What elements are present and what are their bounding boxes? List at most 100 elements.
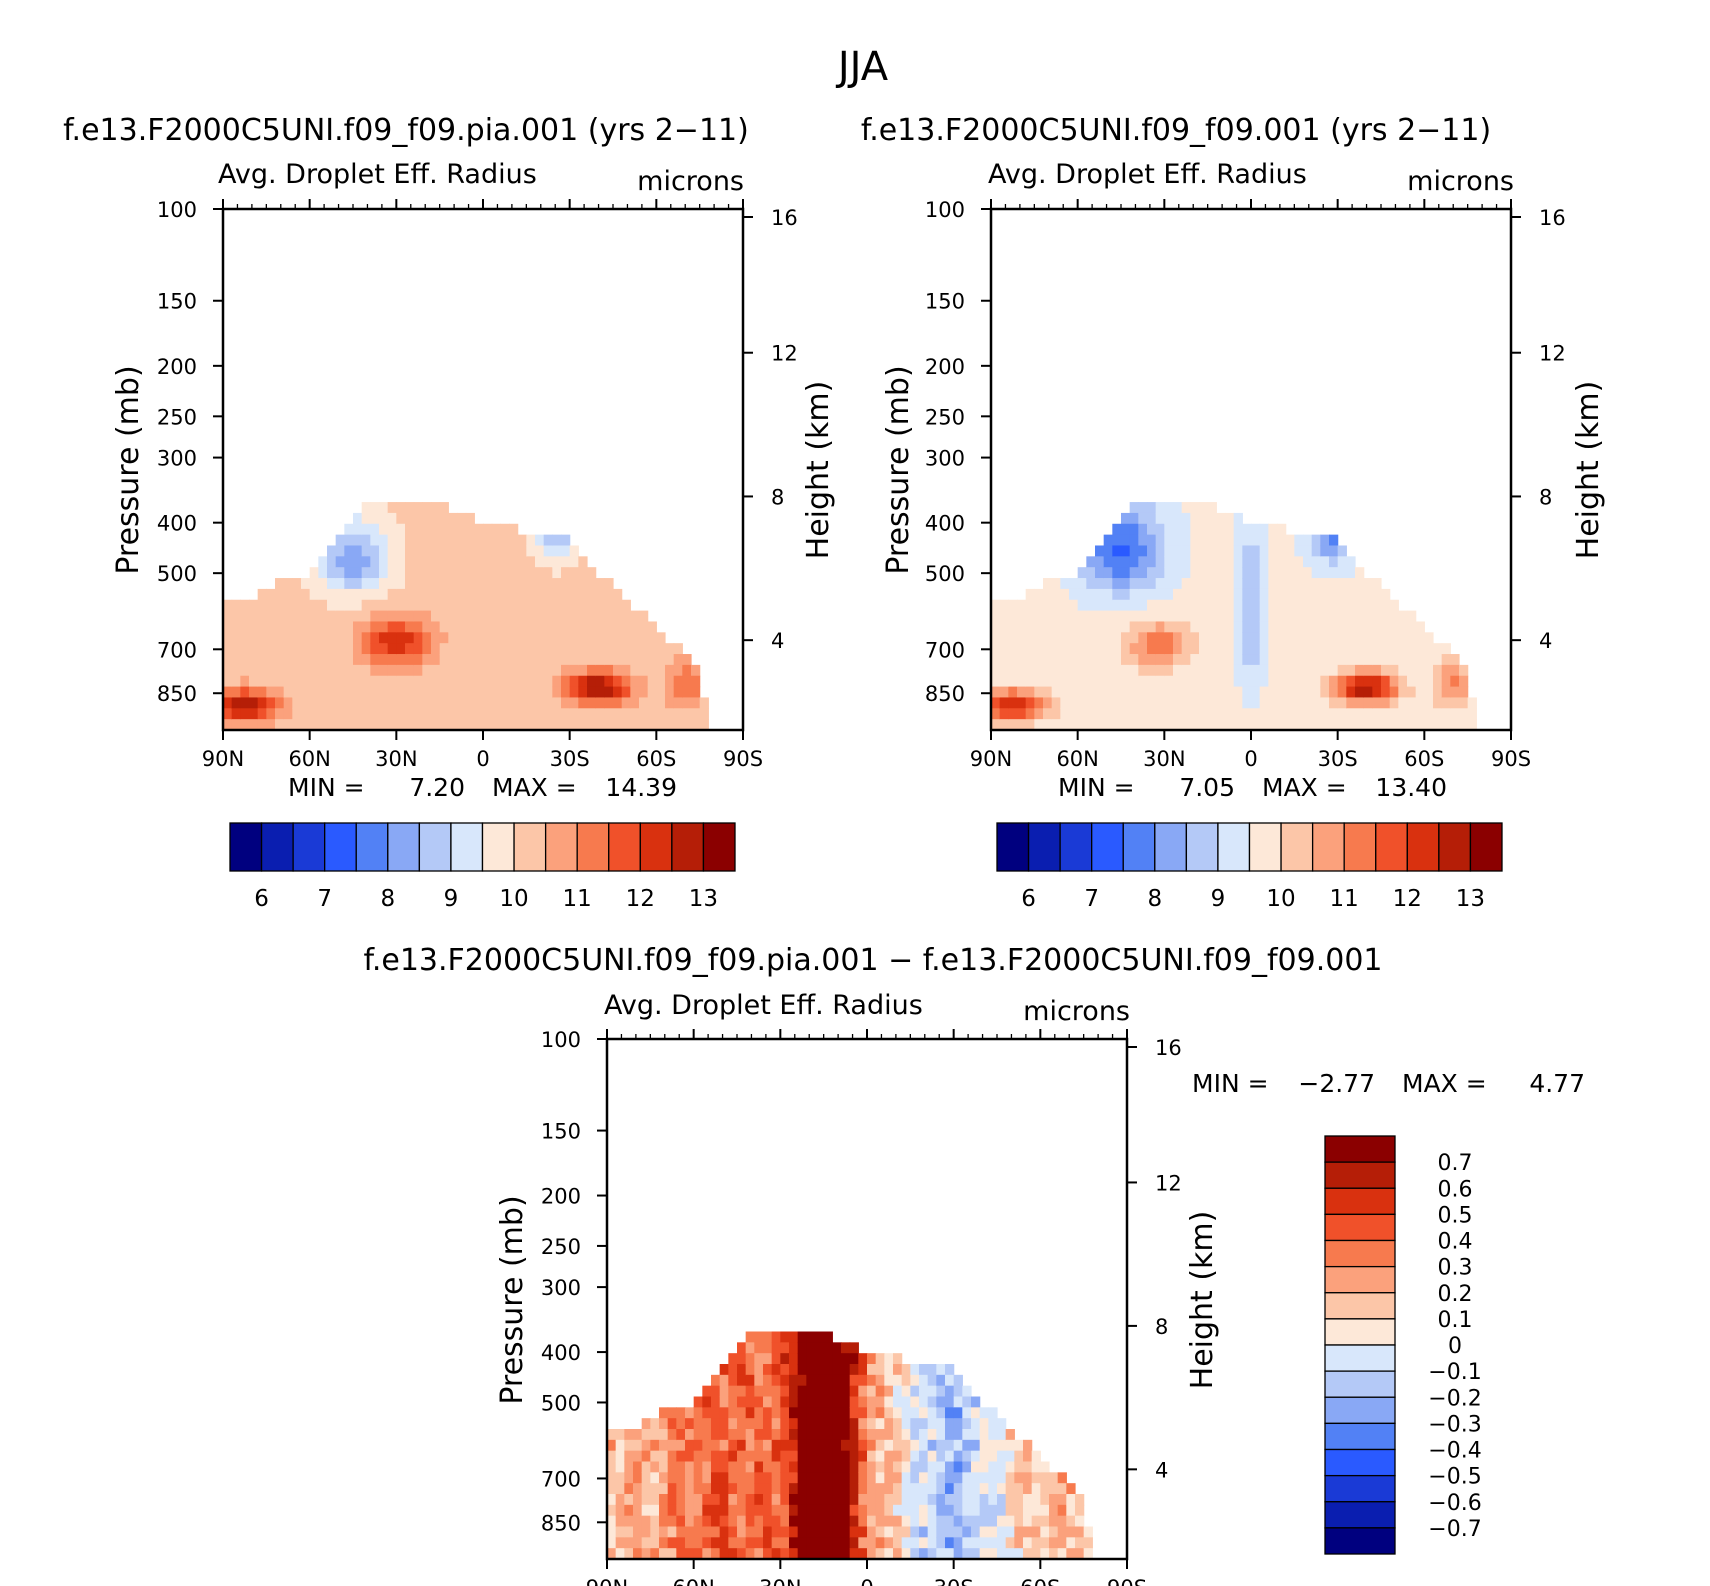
colorbar-swatch bbox=[1027, 822, 1061, 872]
contour-cell bbox=[919, 1515, 929, 1528]
y2-tick-label: 8 bbox=[771, 485, 784, 509]
contour-cell bbox=[771, 1472, 781, 1484]
contour-cell bbox=[561, 534, 571, 547]
contour-cell bbox=[841, 1526, 851, 1538]
contour-cell bbox=[685, 1515, 695, 1528]
contour-cell bbox=[1008, 686, 1018, 699]
x-tick-label: 60S bbox=[636, 747, 676, 771]
contour-cell bbox=[1259, 654, 1269, 666]
contour-cell bbox=[702, 1450, 712, 1463]
contour-cell bbox=[823, 1450, 833, 1463]
contour-cell bbox=[431, 556, 441, 568]
contour-cell bbox=[1164, 523, 1174, 536]
contour-cell bbox=[893, 1450, 903, 1463]
contour-cell bbox=[1034, 675, 1044, 688]
contour-cell bbox=[893, 1526, 903, 1538]
contour-cell bbox=[997, 1461, 1007, 1473]
contour-cell bbox=[1147, 697, 1157, 709]
colorbar-label: 0.6 bbox=[1438, 1177, 1473, 1202]
contour-cell bbox=[927, 1494, 937, 1506]
contour-cell bbox=[1242, 599, 1252, 612]
contour-cell bbox=[1398, 719, 1408, 731]
contour-cell bbox=[370, 567, 380, 579]
colorbar-swatch bbox=[1324, 1474, 1396, 1503]
contour-cell bbox=[1190, 697, 1200, 709]
contour-cell bbox=[283, 664, 293, 677]
contour-cell bbox=[1164, 588, 1174, 601]
contour-cell bbox=[1398, 708, 1408, 720]
contour-cell bbox=[945, 1504, 955, 1517]
contour-cell bbox=[448, 545, 458, 557]
contour-cell bbox=[465, 545, 475, 557]
y2-axis-label: Height (km) bbox=[801, 381, 836, 560]
contour-cell bbox=[823, 1461, 833, 1473]
contour-cell bbox=[1129, 578, 1139, 590]
contour-cell bbox=[1242, 675, 1252, 688]
contour-cell bbox=[901, 1537, 911, 1549]
contour-cell bbox=[1216, 697, 1226, 709]
contour-cell bbox=[1242, 588, 1252, 601]
contour-cell bbox=[806, 1515, 816, 1528]
contour-cell bbox=[327, 545, 337, 557]
contour-cell bbox=[999, 643, 1009, 655]
contour-cell bbox=[867, 1515, 877, 1528]
contour-cell bbox=[1450, 664, 1460, 677]
contour-cell bbox=[1459, 697, 1469, 709]
contour-cell bbox=[615, 1494, 625, 1506]
contour-cell bbox=[1277, 534, 1287, 547]
contour-cell bbox=[1066, 1537, 1076, 1549]
contour-cell bbox=[1268, 664, 1278, 677]
contour-cell bbox=[1259, 578, 1269, 590]
contour-cell bbox=[231, 610, 241, 623]
contour-cell bbox=[910, 1472, 920, 1484]
contour-cell bbox=[1017, 654, 1027, 666]
contour-cell bbox=[500, 664, 510, 677]
contour-cell bbox=[737, 1548, 747, 1560]
contour-cell bbox=[858, 1461, 868, 1473]
contour-cell bbox=[1086, 599, 1096, 612]
contour-cell bbox=[815, 1439, 825, 1452]
contour-cell bbox=[1216, 708, 1226, 720]
contour-cell bbox=[595, 610, 605, 623]
contour-cell bbox=[509, 632, 519, 644]
contour-cell bbox=[780, 1331, 790, 1343]
contour-cell bbox=[344, 643, 354, 655]
contour-cell bbox=[266, 675, 276, 688]
contour-cell bbox=[919, 1439, 929, 1452]
contour-cell bbox=[1017, 599, 1027, 612]
contour-cell bbox=[396, 632, 406, 644]
contour-cell bbox=[379, 556, 389, 568]
contour-cell bbox=[509, 719, 519, 731]
contour-cell bbox=[728, 1407, 738, 1419]
contour-cell bbox=[1311, 697, 1321, 709]
contour-cell bbox=[621, 599, 631, 612]
contour-cell bbox=[936, 1494, 946, 1506]
colorbar-swatch bbox=[671, 822, 705, 872]
contour-cell bbox=[526, 610, 536, 623]
contour-cell bbox=[474, 534, 484, 547]
contour-cell bbox=[650, 1461, 660, 1473]
contour-cell bbox=[1337, 588, 1347, 601]
contour-cell bbox=[405, 697, 415, 709]
contour-cell bbox=[849, 1439, 859, 1452]
contour-cell bbox=[1424, 686, 1434, 699]
contour-cell bbox=[1415, 719, 1425, 731]
contour-cell bbox=[763, 1450, 773, 1463]
contour-cell bbox=[517, 664, 527, 677]
colorbar-swatch bbox=[1324, 1265, 1396, 1294]
contour-cell bbox=[1268, 719, 1278, 731]
contour-cell bbox=[1311, 686, 1321, 699]
contour-cell bbox=[1285, 654, 1295, 666]
contour-cell bbox=[405, 545, 415, 557]
contour-cell bbox=[535, 599, 545, 612]
contour-cell bbox=[615, 1461, 625, 1473]
contour-cell bbox=[682, 708, 692, 720]
colorbar-label: −0.3 bbox=[1428, 1412, 1481, 1437]
contour-cell bbox=[483, 664, 493, 677]
contour-cell bbox=[754, 1342, 764, 1354]
contour-cell bbox=[1251, 523, 1261, 536]
contour-cell bbox=[745, 1353, 755, 1365]
contour-cell bbox=[607, 1450, 617, 1463]
contour-cell bbox=[1277, 599, 1287, 612]
contour-cell bbox=[1381, 599, 1391, 612]
